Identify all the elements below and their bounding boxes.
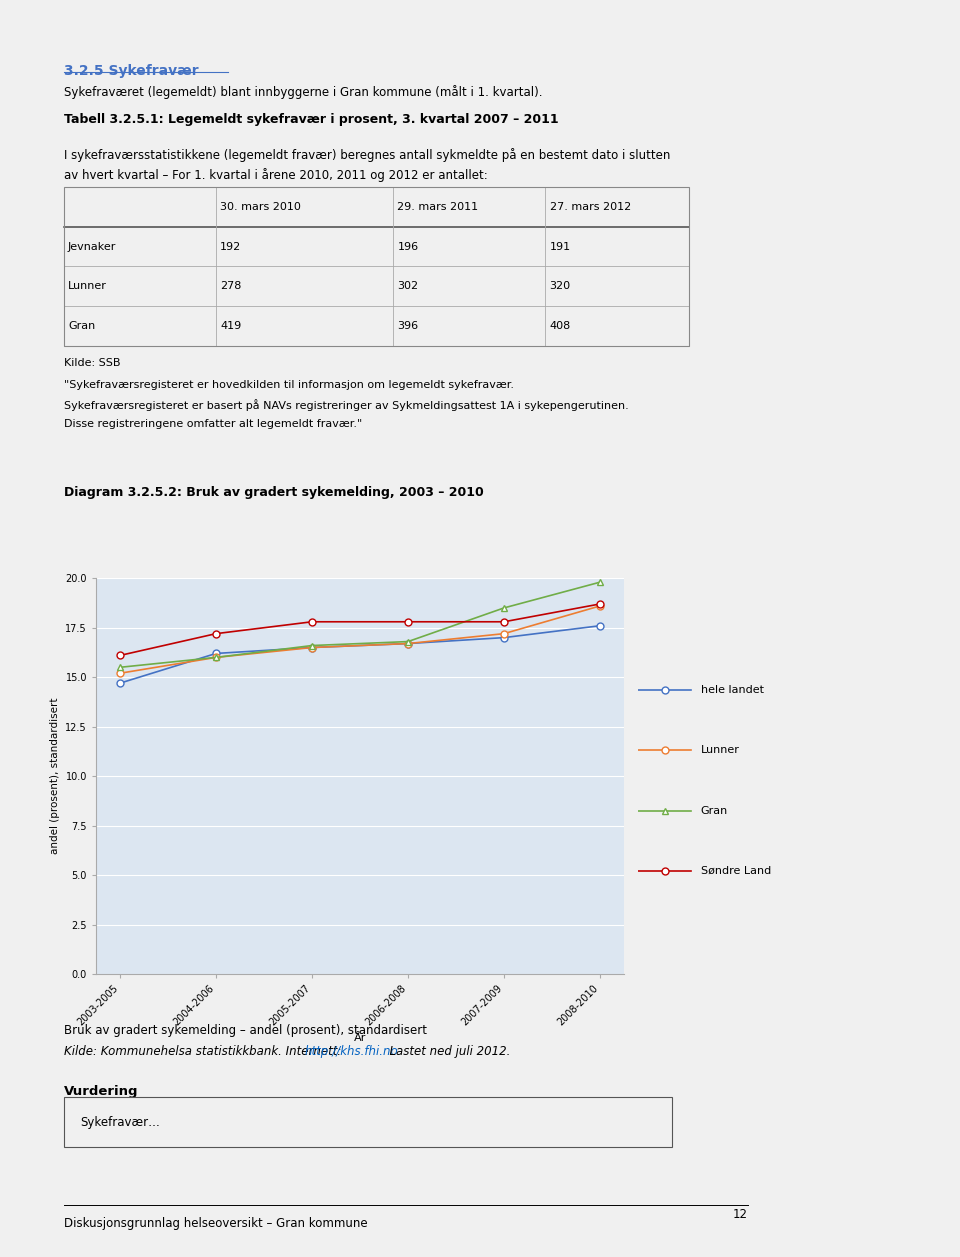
Søndre Land <box>306 615 318 630</box>
hele landet <box>594 618 606 634</box>
Text: 408: 408 <box>549 322 571 331</box>
Søndre Land <box>402 615 414 630</box>
Lunner <box>306 640 318 655</box>
hele landet <box>114 675 126 690</box>
Text: "Sykefraværsregisteret er hovedkilden til informasjon om legemeldt sykefravær.: "Sykefraværsregisteret er hovedkilden ti… <box>63 380 514 390</box>
Text: 3.2.5 Sykefravær: 3.2.5 Sykefravær <box>63 64 199 78</box>
hele landet <box>210 646 222 661</box>
Text: Bruk av gradert sykemelding – andel (prosent), standardisert: Bruk av gradert sykemelding – andel (pro… <box>63 1024 427 1037</box>
Text: Lunner: Lunner <box>68 282 107 292</box>
Text: av hvert kvartal – For 1. kvartal i årene 2010, 2011 og 2012 er antallet:: av hvert kvartal – For 1. kvartal i åren… <box>63 167 488 181</box>
Text: 29. mars 2011: 29. mars 2011 <box>397 202 479 211</box>
Text: Diskusjonsgrunnlag helseoversikt – Gran kommune: Diskusjonsgrunnlag helseoversikt – Gran … <box>63 1217 368 1231</box>
Text: 192: 192 <box>220 241 241 251</box>
Text: I sykefraværsstatistikkene (legemeldt fravær) beregnes antall sykmeldte på en be: I sykefraværsstatistikkene (legemeldt fr… <box>63 148 670 162</box>
Line: Gran: Gran <box>116 578 604 671</box>
Text: 396: 396 <box>397 322 419 331</box>
Gran <box>114 660 126 675</box>
Text: Sykefraværet (legemeldt) blant innbyggerne i Gran kommune (målt i 1. kvartal).: Sykefraværet (legemeldt) blant innbygger… <box>63 85 542 99</box>
Text: Gran: Gran <box>68 322 95 331</box>
Søndre Land <box>498 615 510 630</box>
Text: 27. mars 2012: 27. mars 2012 <box>549 202 631 211</box>
Text: Sykefraværsregisteret er basert på NAVs registreringer av Sykmeldingsattest 1A i: Sykefraværsregisteret er basert på NAVs … <box>63 400 629 411</box>
Bar <box>63 187 689 346</box>
Søndre Land <box>210 626 222 641</box>
Text: Kilde: Kommunehelsa statistikkbank. Internett:: Kilde: Kommunehelsa statistikkbank. Inte… <box>63 1045 345 1058</box>
Lunner <box>210 650 222 665</box>
Text: Lastet ned juli 2012.: Lastet ned juli 2012. <box>382 1045 511 1058</box>
Søndre Land <box>594 596 606 611</box>
Text: 320: 320 <box>549 282 570 292</box>
Line: hele landet: hele landet <box>116 622 604 686</box>
Gran <box>594 574 606 590</box>
Text: 191: 191 <box>549 241 570 251</box>
Text: 30. mars 2010: 30. mars 2010 <box>220 202 300 211</box>
Søndre Land <box>114 647 126 662</box>
Lunner <box>114 666 126 681</box>
Text: Sykefravær…: Sykefravær… <box>81 1115 160 1129</box>
Text: Diagram 3.2.5.2: Bruk av gradert sykemelding, 2003 – 2010: Diagram 3.2.5.2: Bruk av gradert sykemel… <box>63 486 484 499</box>
Gran <box>210 650 222 665</box>
hele landet <box>402 636 414 651</box>
Text: http://khs.fhi.no: http://khs.fhi.no <box>304 1045 398 1058</box>
hele landet <box>306 640 318 655</box>
Line: Lunner: Lunner <box>116 602 604 676</box>
Text: Kilde: SSB: Kilde: SSB <box>63 358 120 368</box>
Text: 419: 419 <box>220 322 241 331</box>
Bar <box>63 1096 672 1148</box>
Text: Jevnaker: Jevnaker <box>68 241 116 251</box>
Gran <box>402 634 414 649</box>
Line: Søndre Land: Søndre Land <box>116 601 604 659</box>
Lunner <box>402 636 414 651</box>
Gran <box>498 601 510 616</box>
Text: Søndre Land: Søndre Land <box>701 866 771 876</box>
Y-axis label: andel (prosent), standardisert: andel (prosent), standardisert <box>50 698 60 855</box>
Text: hele landet: hele landet <box>701 685 764 695</box>
Gran <box>306 639 318 654</box>
Text: 278: 278 <box>220 282 241 292</box>
Text: Tabell 3.2.5.1: Legemeldt sykefravær i prosent, 3. kvartal 2007 – 2011: Tabell 3.2.5.1: Legemeldt sykefravær i p… <box>63 113 559 126</box>
Text: 302: 302 <box>397 282 419 292</box>
hele landet <box>498 630 510 645</box>
Text: Lunner: Lunner <box>701 745 739 755</box>
Text: Disse registreringene omfatter alt legemeldt fravær.": Disse registreringene omfatter alt legem… <box>63 419 362 429</box>
X-axis label: År: År <box>354 1033 366 1043</box>
Text: 12: 12 <box>733 1208 748 1221</box>
Lunner <box>498 626 510 641</box>
Text: 196: 196 <box>397 241 419 251</box>
Lunner <box>594 598 606 613</box>
Text: Gran: Gran <box>701 806 728 816</box>
Text: Vurdering: Vurdering <box>63 1085 138 1097</box>
